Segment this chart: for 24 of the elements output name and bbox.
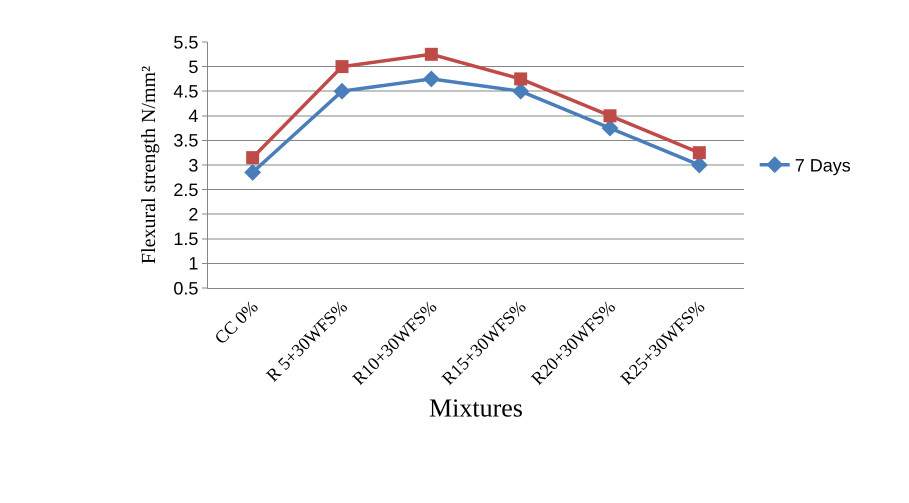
point — [422, 70, 440, 88]
y-tick-label: 3.5 — [173, 130, 198, 151]
point — [246, 151, 260, 164]
x-axis-title: Mixtures — [429, 393, 523, 422]
y-tick-label: 1 — [188, 254, 198, 274]
y-tick-label: 4 — [188, 106, 198, 126]
y-tick-label: 3 — [188, 155, 198, 176]
y-tick-label: 1.5 — [173, 229, 198, 250]
y-tick-label: 2.5 — [173, 180, 198, 200]
point — [244, 164, 262, 181]
point — [424, 48, 438, 61]
point — [334, 82, 350, 100]
y-tick-label: 5.5 — [173, 32, 198, 52]
legend-label: 7 Days — [794, 156, 851, 176]
point — [692, 146, 706, 160]
point — [604, 109, 616, 122]
y-tick-label: 0.5 — [173, 278, 198, 298]
x-tick-label: CC 0% — [210, 296, 262, 348]
y-tick-label: 5 — [188, 56, 198, 77]
y-tick-label: 2 — [188, 204, 198, 224]
point — [514, 72, 528, 86]
y-axis-title: Flexural strength N/mm² — [138, 66, 160, 264]
y-tick-label: 4.5 — [173, 82, 198, 102]
point — [336, 60, 348, 74]
